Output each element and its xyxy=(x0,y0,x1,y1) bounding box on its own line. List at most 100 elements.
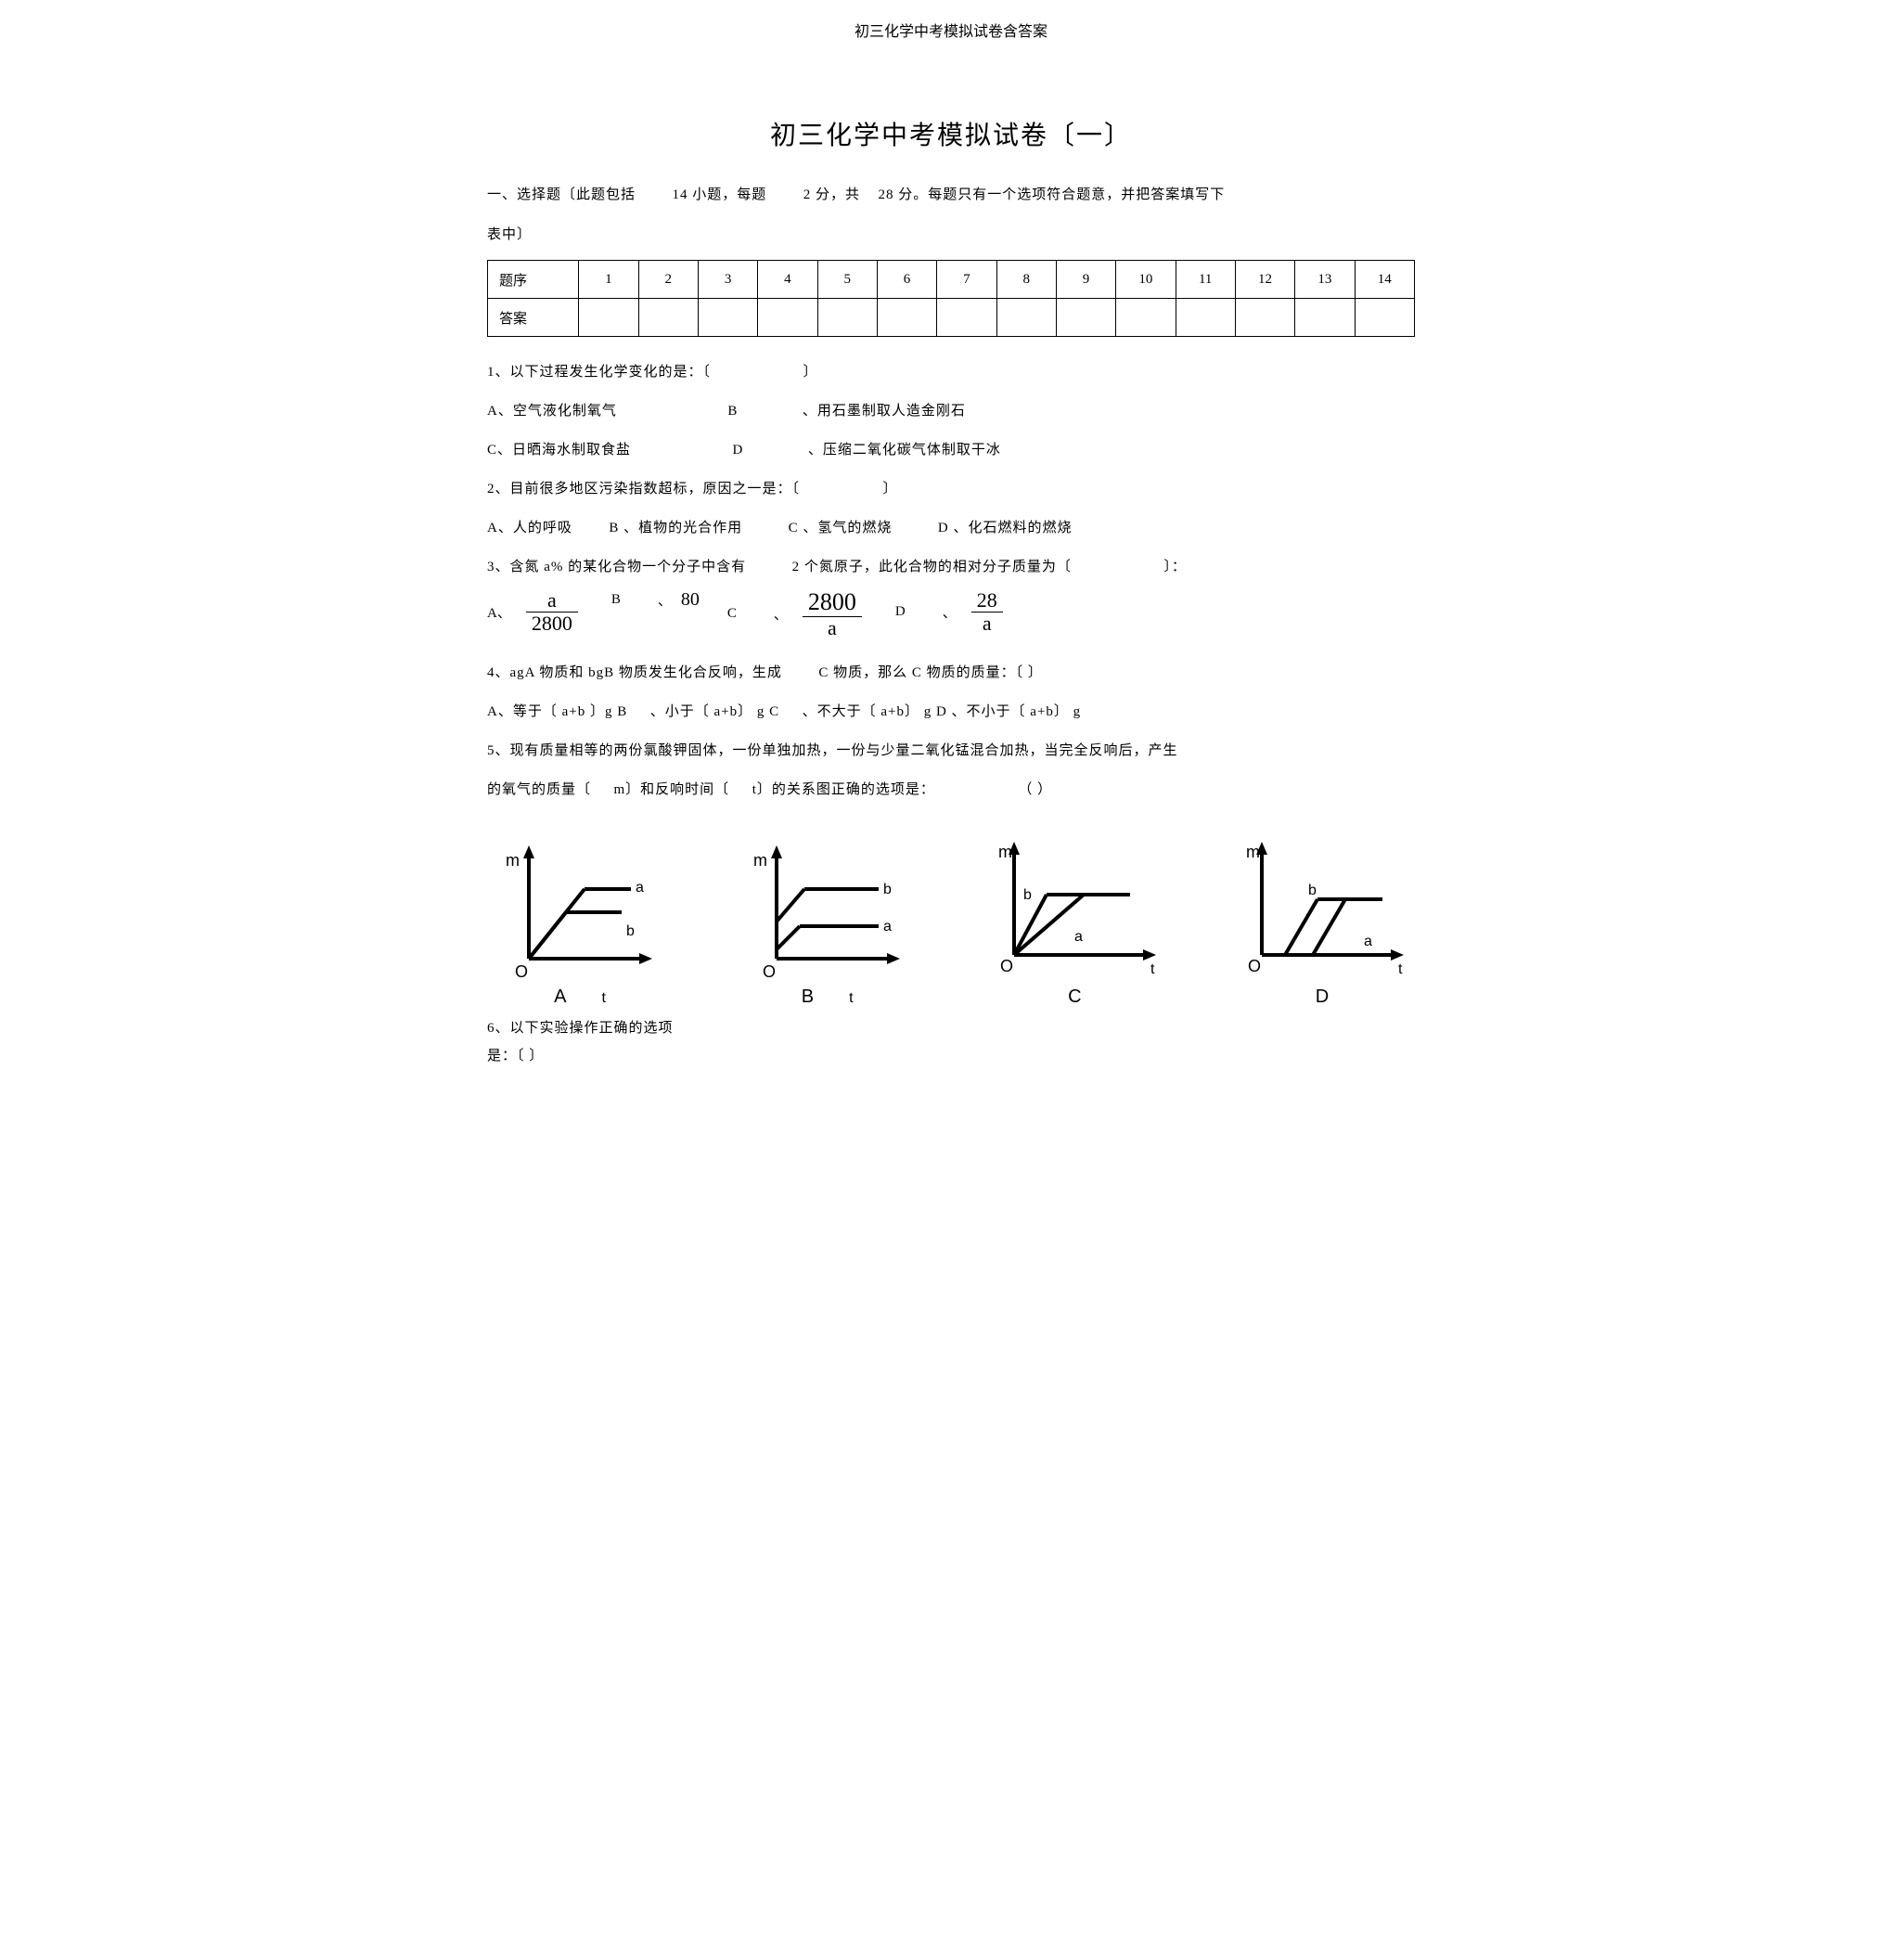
axis-t-label: t xyxy=(601,990,605,1006)
q4-options: A、等于〔 a+b 〕g B 、小于〔 a+b〕 g C 、不大于〔 a+b〕 … xyxy=(487,695,1415,729)
col-num: 1 xyxy=(579,261,638,299)
q4-stem-pre: 4、agA 物质和 bgB 物质发生化合反响，生成 xyxy=(487,665,782,680)
frac-num: 28 xyxy=(971,589,1003,612)
q3-stem-mid: 2 个氮原子，此化合物的相对分子质量为〔 xyxy=(792,560,1072,574)
answer-cell xyxy=(817,299,877,337)
q3-optD: D 、 28 a xyxy=(895,589,1009,635)
chart-a: m a b O A t xyxy=(487,838,673,1008)
col-num: 5 xyxy=(817,261,877,299)
q3-stem-pre: 3、含氮 a% 的某化合物一个分子中含有 xyxy=(487,560,746,574)
q3-valB: 80 xyxy=(681,589,700,611)
q3-sepD: 、 xyxy=(943,602,957,622)
curve-a-label: a xyxy=(1364,934,1372,949)
chart-b: m b a O B t xyxy=(735,838,920,1008)
question-6-line2: 是：〔 〕 xyxy=(487,1045,1415,1067)
col-num: 11 xyxy=(1176,261,1235,299)
q5-l2-m: m〕和反响时间〔 xyxy=(614,782,730,797)
q1-optB-text: 、用石墨制取人造金刚石 xyxy=(803,404,966,419)
q3-optB: B 、 80 xyxy=(611,589,700,611)
chart-b-svg: m b a O xyxy=(744,838,911,986)
q1-options-row2: C、日晒海水制取食盐 D 、压缩二氧化碳气体制取干冰 xyxy=(487,433,1415,467)
answer-cell xyxy=(1056,299,1115,337)
page-title: 初三化学中考模拟试卷〔一〕 xyxy=(487,115,1415,152)
origin-label: O xyxy=(1248,957,1261,975)
q3-labelB: B xyxy=(611,592,621,608)
curve-b-label: b xyxy=(883,882,892,897)
q4-optB: 、小于〔 a+b〕 g C xyxy=(650,704,779,719)
chart-a-svg: m a b O xyxy=(496,838,663,986)
row-label: 答案 xyxy=(488,299,579,337)
curve-a-label: a xyxy=(636,880,644,896)
section-instruction: 一、选择题〔此题包括 14 小题，每题 2 分，共 28 分。每题只有一个选项符… xyxy=(487,180,1415,211)
q1-optD-label: D xyxy=(733,443,744,458)
answer-cell xyxy=(698,299,757,337)
answer-cell xyxy=(1355,299,1414,337)
chart-a-caption: A t xyxy=(487,986,673,1008)
fraction-icon: 28 a xyxy=(971,589,1003,635)
answer-cell xyxy=(877,299,936,337)
origin-label: O xyxy=(763,962,776,981)
axis-t-label: t xyxy=(1150,961,1155,977)
q5-close: （ ） xyxy=(1018,782,1052,797)
col-num: 6 xyxy=(877,261,936,299)
q4-optC: 、不大于〔 a+b〕 g D 、不小于〔 a+b〕 g xyxy=(803,704,1082,719)
frac-num: a xyxy=(526,589,578,612)
chart-d-svg: m b a O t xyxy=(1229,834,1415,983)
answer-cell xyxy=(1176,299,1235,337)
q2-optC: C 、氢气的燃烧 xyxy=(789,521,893,535)
table-row: 题序 1 2 3 4 5 6 7 8 9 10 11 12 13 14 xyxy=(488,261,1415,299)
opt-a-label: A xyxy=(554,986,566,1007)
instr-suffix: 分。每题只有一个选项符合题意，并把答案填写下 xyxy=(898,187,1225,202)
chart-c: m b a O t C xyxy=(982,834,1167,1008)
col-num: 12 xyxy=(1235,261,1294,299)
q2-close: 〕 xyxy=(883,482,898,496)
q2-optB: B 、植物的光合作用 xyxy=(609,521,742,535)
question-5-line1: 5、现有质量相等的两份氯酸钾固体，一份单独加热，一份与少量二氧化锰混合加热，当完… xyxy=(487,734,1415,767)
instr-points: 2 xyxy=(803,187,812,202)
q2-optD: D 、化石燃料的燃烧 xyxy=(938,521,1073,535)
fraction-icon: a 2800 xyxy=(526,589,578,635)
question-6-line1: 6、以下实验操作正确的选项 xyxy=(487,1017,1415,1039)
opt-c-label: C xyxy=(982,986,1167,1008)
frac-num: 2800 xyxy=(803,589,862,617)
document-page: 初三化学中考模拟试卷含答案 初三化学中考模拟试卷〔一〕 一、选择题〔此题包括 1… xyxy=(431,0,1471,1110)
frac-den: a xyxy=(971,612,1003,635)
col-num: 2 xyxy=(638,261,698,299)
curve-a-label: a xyxy=(1074,929,1083,945)
answer-cell xyxy=(1295,299,1355,337)
q1-stem: 1、以下过程发生化学变化的是：〔 xyxy=(487,365,711,380)
instr-mid2: 分，共 xyxy=(816,187,860,202)
question-5-line2: 的氧气的质量〔 m〕和反响时间〔 t〕的关系图正确的选项是： （ ） xyxy=(487,773,1415,806)
answer-cell xyxy=(937,299,996,337)
instr-mid1: 小题，每题 xyxy=(692,187,766,202)
q1-optC: C、日晒海水制取食盐 xyxy=(487,443,631,458)
chart-c-svg: m b a O t xyxy=(982,834,1167,983)
axis-t-label: t xyxy=(849,990,853,1006)
question-2: 2、目前很多地区污染指数超标，原因之一是：〔 〕 xyxy=(487,472,1415,506)
answer-cell xyxy=(1235,299,1294,337)
q4-optA: A、等于〔 a+b 〕g B xyxy=(487,704,627,719)
col-num: 10 xyxy=(1116,261,1176,299)
row-label: 题序 xyxy=(488,261,579,299)
question-3: 3、含氮 a% 的某化合物一个分子中含有 2 个氮原子，此化合物的相对分子质量为… xyxy=(487,550,1415,584)
q3-sepB: 、 xyxy=(658,590,672,610)
origin-label: O xyxy=(1000,957,1013,975)
chart-b-caption: B t xyxy=(735,986,920,1008)
col-num: 8 xyxy=(996,261,1056,299)
q1-optB-label: B xyxy=(727,404,738,419)
q3-optA: A、 a 2800 xyxy=(487,589,584,635)
col-num: 9 xyxy=(1056,261,1115,299)
q2-stem: 2、目前很多地区污染指数超标，原因之一是：〔 xyxy=(487,482,800,496)
q3-sepC: 、 xyxy=(774,604,788,624)
q2-options: A、人的呼吸 B 、植物的光合作用 C 、氢气的燃烧 D 、化石燃料的燃烧 xyxy=(487,511,1415,545)
curve-b-label: b xyxy=(626,923,635,939)
q5-l2-pre: 的氧气的质量〔 xyxy=(487,782,591,797)
fraction-icon: 2800 a xyxy=(803,589,862,639)
instr-count: 14 xyxy=(673,187,688,202)
charts-row: m a b O A t xyxy=(487,834,1415,1008)
question-1: 1、以下过程发生化学变化的是：〔 〕 xyxy=(487,355,1415,389)
opt-d-label: D xyxy=(1229,986,1415,1008)
question-4: 4、agA 物质和 bgB 物质发生化合反响，生成 C 物质，那么 C 物质的质… xyxy=(487,656,1415,690)
col-num: 4 xyxy=(758,261,817,299)
q1-optD-text: 、压缩二氧化碳气体制取干冰 xyxy=(808,443,1001,458)
